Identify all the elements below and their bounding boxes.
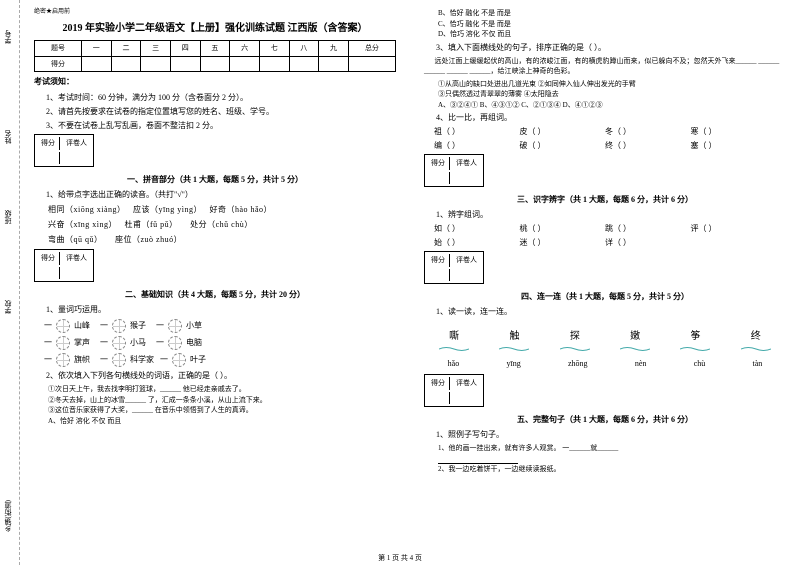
notice-1: 1、考试时间：60 分钟，满分为 100 分（含卷面分 2 分）。 bbox=[34, 92, 396, 104]
q3-c1: ①从高山的缺口处迸出几道光束 ②如同伸入仙人伸出发光的手臂 bbox=[438, 79, 786, 90]
secret-label: 绝密★启用前 bbox=[34, 8, 396, 17]
s5-l2: 2、我一边吃着饼干，一边继续读报纸。 bbox=[438, 464, 786, 475]
right-column: B、恰好 融化 不是 而是 C、恰巧 融化 不是 而是 D、恰巧 溶化 不仅 而… bbox=[410, 0, 800, 545]
margin-xuehao: 学号 bbox=[3, 30, 13, 44]
score-box-2: 得分评卷人 bbox=[34, 249, 94, 282]
hanzi-2: 触 bbox=[499, 324, 529, 348]
score-box-4: 得分评卷人 bbox=[424, 251, 484, 284]
margin-banji: 班级 bbox=[3, 210, 13, 224]
measure-row-1: 一山峰 一猴子 一小草 bbox=[44, 319, 396, 333]
s4-q: 1、读一读，连一连。 bbox=[424, 306, 786, 318]
score-box-3: 得分评卷人 bbox=[424, 154, 484, 187]
q4: 4、比一比，再组词。 bbox=[424, 112, 786, 124]
section-3-title: 三、识字辨字（共 1 大题，每题 6 分，共计 6 分） bbox=[424, 194, 786, 206]
q3: 3、填入下面横线处的句子，排序正确的是（ ）。 bbox=[424, 42, 786, 54]
margin-xingming: 姓名 bbox=[3, 130, 13, 144]
hanzi-6: 终 bbox=[741, 324, 771, 348]
notice-3: 3、不要在试卷上乱写乱画，卷面不整洁扣 2 分。 bbox=[34, 120, 396, 132]
score-box-1: 得分评卷人 bbox=[34, 134, 94, 167]
margin-xiangzhen: 乡镇(街道) bbox=[3, 500, 13, 533]
q3-ans: A、③②④① B、④③①② C、②①③④ D、④①②③ bbox=[438, 100, 786, 111]
score-box-5: 得分评卷人 bbox=[424, 374, 484, 407]
exam-title: 2019 年实验小学二年级语文【上册】强化训练试题 江西版（含答案） bbox=[34, 21, 396, 36]
left-column: 绝密★启用前 2019 年实验小学二年级语文【上册】强化训练试题 江西版（含答案… bbox=[20, 0, 410, 545]
section-1-title: 一、拼音部分（共 1 大题，每题 5 分，共计 5 分） bbox=[34, 174, 396, 186]
s2-line1: ①次日天上午，我去找李明打篮球，______ 他已经走亲戚去了。 bbox=[48, 384, 396, 395]
margin-xuexiao: 学校 bbox=[3, 300, 13, 314]
section-5-title: 五、完整句子（共 1 大题，每题 6 分，共计 6 分） bbox=[424, 414, 786, 426]
s5-q: 1、照例子写句子。 bbox=[424, 429, 786, 441]
hanzi-4: 嫩 bbox=[620, 324, 650, 348]
section-4-title: 四、连一连（共 1 大题，每题 5 分，共计 5 分） bbox=[424, 291, 786, 303]
optB: B、恰好 融化 不是 而是 bbox=[438, 8, 786, 19]
measure-row-3: 一旗帜 一科学家 一叶子 bbox=[44, 353, 396, 367]
s5-l1: 1、他的画一挂出来，就有许多人观赏。 一______就______ bbox=[438, 443, 786, 454]
blank-1[interactable] bbox=[438, 455, 518, 464]
score-table: 题号 一 二 三 四 五 六 七 八 九 总分 得分 bbox=[34, 40, 396, 72]
s1-q: 1、给带点字选出正确的读音。（共打"√"） bbox=[34, 189, 396, 201]
q3-c2: ③只偶然透过青翠翠的薄雾 ④太阳隐去 bbox=[438, 89, 786, 100]
s2-q2: 2、依次填入下列各句横线处的词语，正确的是（ ）。 bbox=[34, 370, 396, 382]
hanzi-1: 嘶 bbox=[439, 324, 469, 348]
s3-q: 1、辨字组词。 bbox=[424, 209, 786, 221]
q3-para: 远处江面上缓缓起伏的高山，有的浓峻江面，有的横虎豹蹲山而来，似已躲向不及；忽然天… bbox=[424, 56, 786, 77]
optC: C、恰巧 融化 不是 而是 bbox=[438, 19, 786, 30]
s2-q1: 1、量词巧运用。 bbox=[34, 304, 396, 316]
notice-title: 考试须知： bbox=[34, 76, 396, 88]
hanzi-3: 探 bbox=[560, 324, 590, 348]
page-footer: 第 1 页 共 4 页 bbox=[0, 553, 800, 563]
s2-line2: ②冬天去掉，山上的冰雪______ 了，汇成一条条小溪，从山上流下来。 bbox=[48, 395, 396, 406]
notice-2: 2、请首先按要求在试卷的指定位置填写您的姓名、班级、学号。 bbox=[34, 106, 396, 118]
optD: D、恰巧 溶化 不仅 而且 bbox=[438, 29, 786, 40]
hanzi-5: 筝 bbox=[680, 324, 710, 348]
pinyin-row: hǎoyīngzhōngnènchùtàn bbox=[424, 358, 786, 370]
measure-row-2: 一掌声 一小马 一电脑 bbox=[44, 336, 396, 350]
section-2-title: 二、基础知识（共 4 大题，每题 5 分，共计 20 分） bbox=[34, 289, 396, 301]
s2-line3: ③这位音乐家获得了大奖，______ 在音乐中领悟到了人生的真谛。 bbox=[48, 405, 396, 416]
s2-optA: A、恰好 溶化 不仅 而且 bbox=[48, 416, 396, 427]
hanzi-row: 嘶 触 探 嫩 筝 终 bbox=[424, 324, 786, 348]
